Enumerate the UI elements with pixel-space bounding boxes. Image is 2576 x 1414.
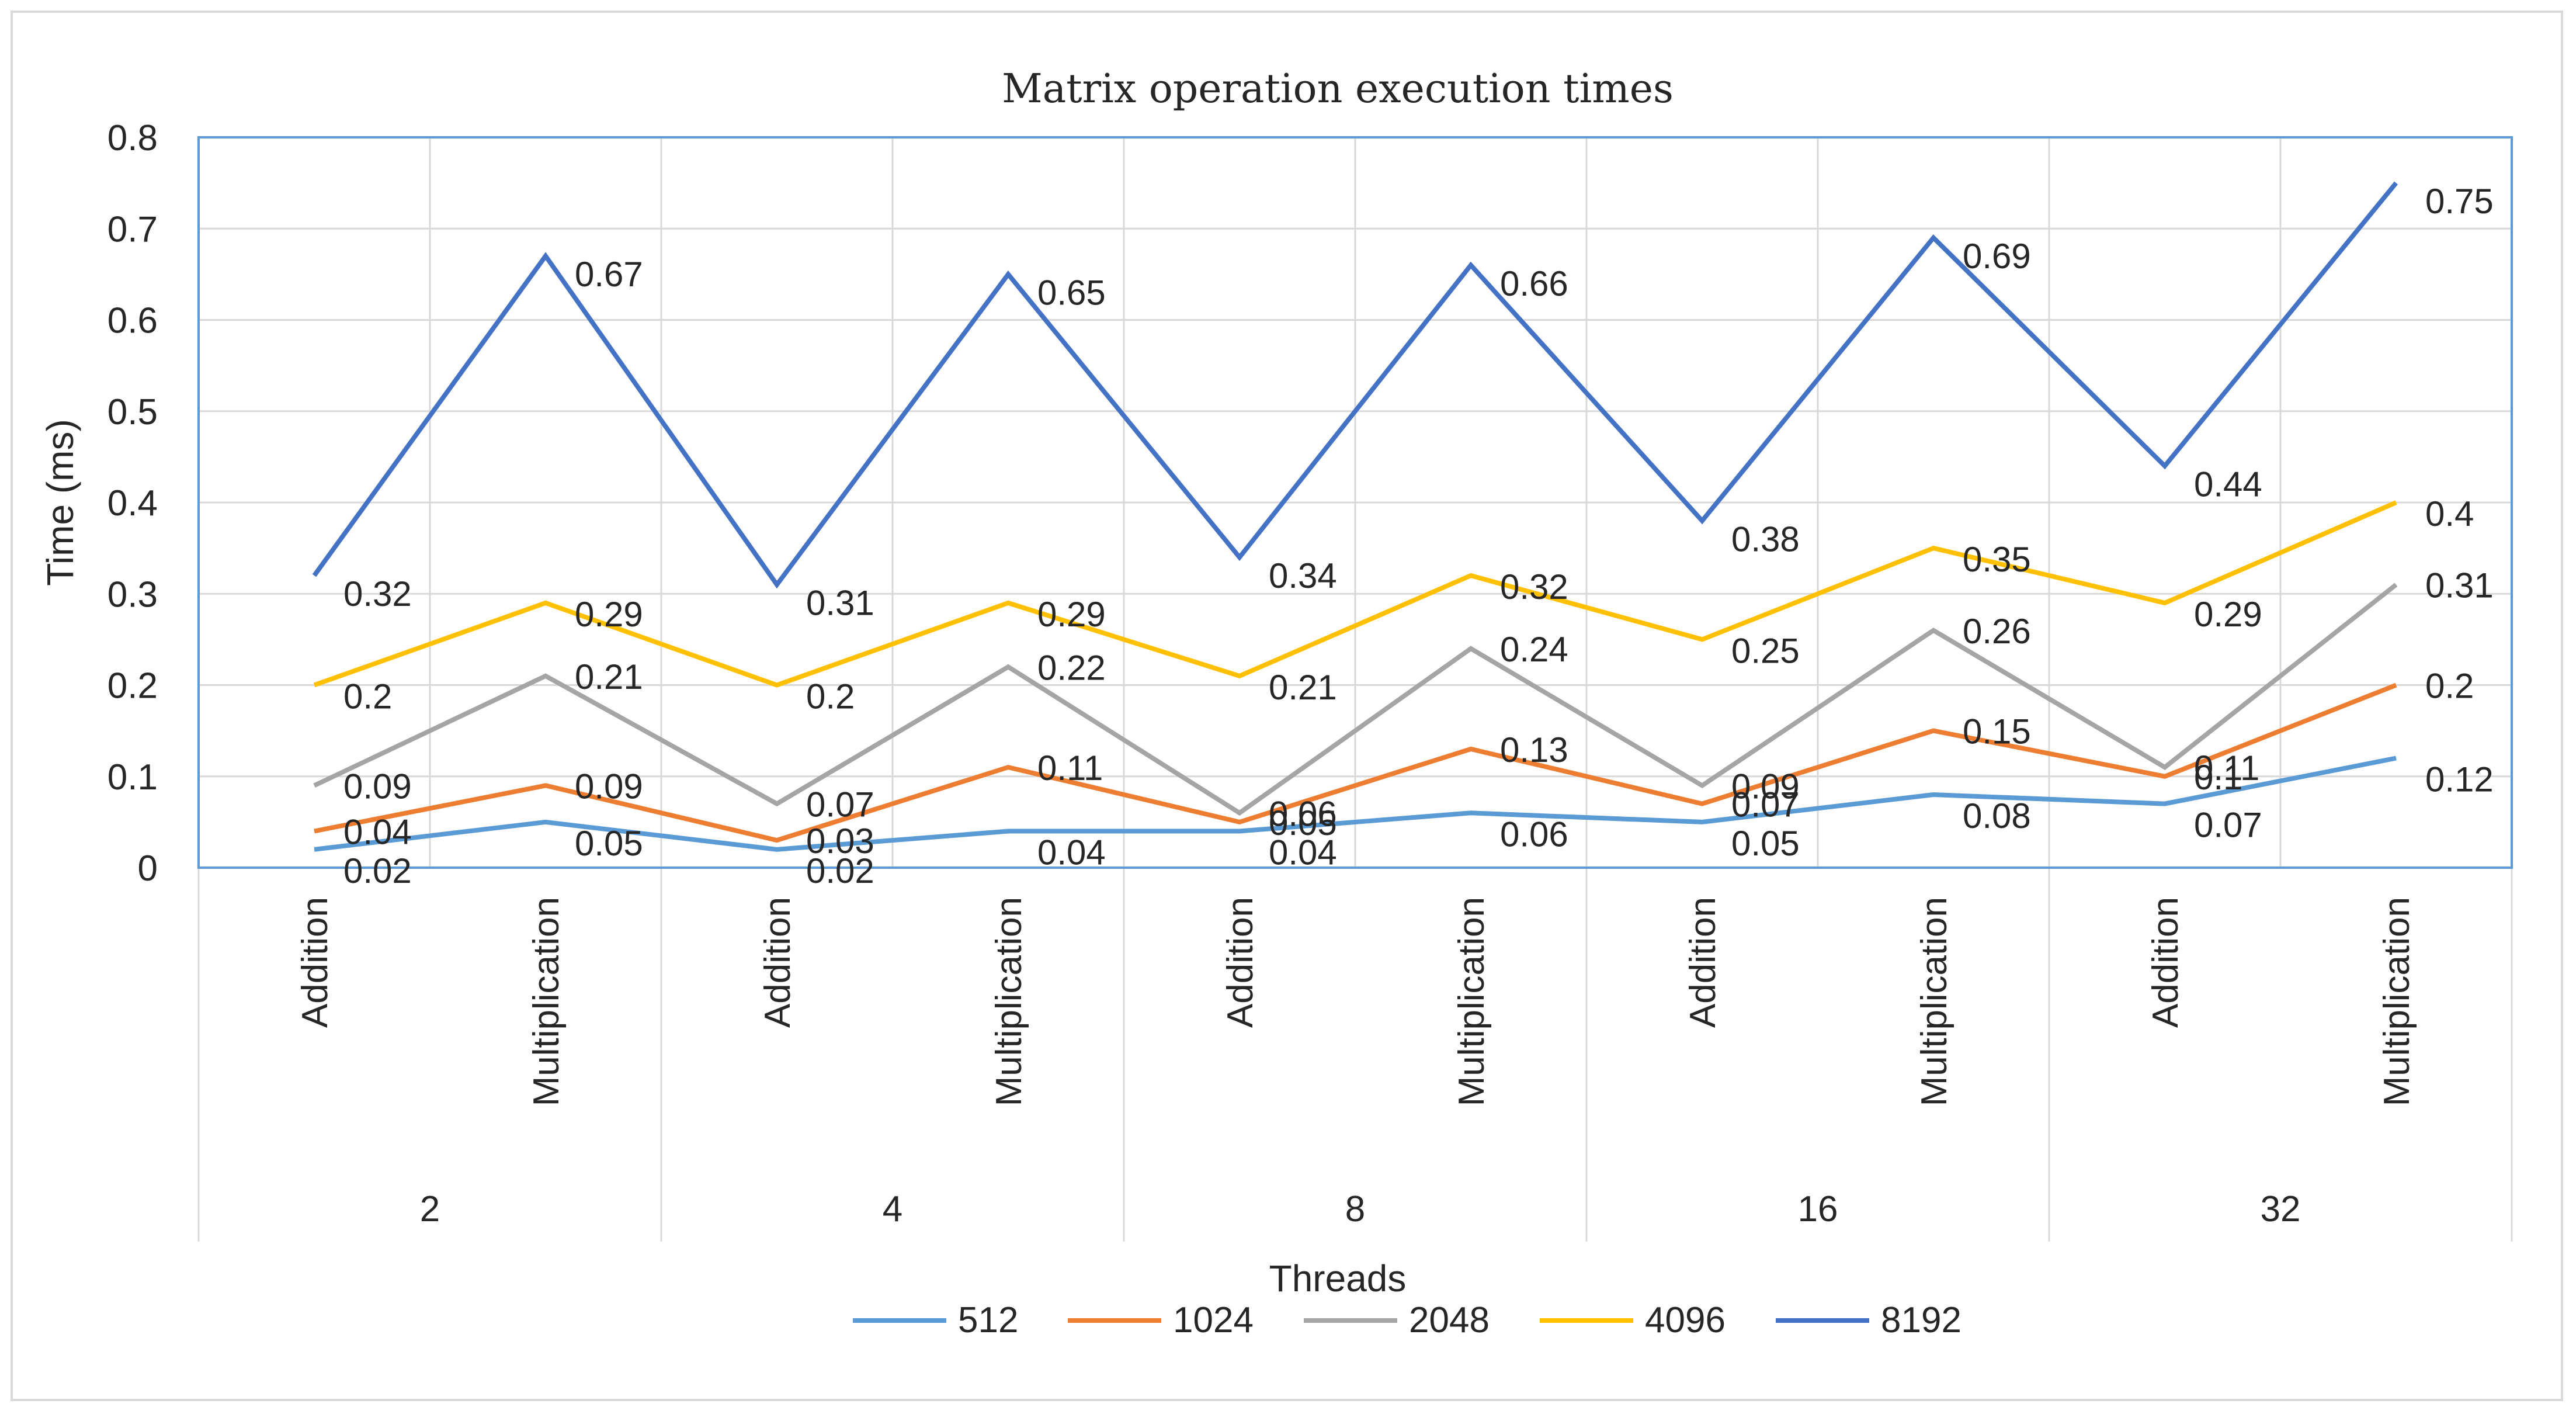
legend-label-4096: 4096 [1645, 1300, 1726, 1340]
data-label-1024: 0.05 [1269, 803, 1337, 843]
data-label-1024: 0.04 [343, 813, 412, 852]
data-label-8192: 0.66 [1500, 264, 1568, 303]
data-label-8192: 0.31 [806, 584, 874, 623]
chart-title: Matrix operation execution times [1002, 66, 1674, 112]
data-label-2048: 0.21 [575, 657, 643, 696]
plot-area [197, 136, 2513, 869]
chart-frame [11, 11, 2563, 1401]
legend-label-512: 512 [958, 1300, 1018, 1340]
data-label-8192: 0.32 [343, 574, 412, 614]
y-tick-label: 0.1 [107, 757, 158, 798]
data-label-1024: 0.03 [806, 822, 874, 861]
data-label-8192: 0.44 [2194, 465, 2262, 504]
x-group-label: 4 [883, 1189, 902, 1229]
x-group-label: 2 [420, 1189, 440, 1229]
data-labels: 0.020.050.02 0.04 0.04 0.06 0.050.08 0.070.12… [343, 182, 2494, 890]
y-tick-label: 0.8 [107, 118, 158, 158]
data-label-2048: 0.22 [1037, 648, 1106, 687]
series-line-8192 [312, 181, 2398, 589]
y-tick-label: 0.3 [107, 574, 158, 615]
legend-label-1024: 1024 [1173, 1300, 1254, 1340]
data-label-512: 0.05 [575, 824, 643, 863]
y-tick-label: 0.4 [107, 483, 158, 524]
x-group-label: 32 [2261, 1189, 2301, 1229]
series-line-1024 [314, 682, 2397, 843]
series-line-512 [314, 755, 2397, 852]
data-label-1024: 0.2 [2425, 667, 2474, 706]
data-label-4096: 0.29 [575, 595, 643, 634]
data-label-512: 0.05 [1731, 824, 1800, 863]
data-label-1024: 0.13 [1500, 730, 1568, 770]
data-label-4096: 0.2 [806, 677, 855, 716]
y-tick-label: 0.2 [107, 666, 158, 706]
data-label-4096: 0.35 [1963, 540, 2031, 579]
data-label-8192: 0.38 [1731, 519, 1800, 559]
data-label-1024: 0.1 [2194, 758, 2242, 797]
data-label-4096: 0.29 [2194, 595, 2262, 634]
y-tick-label: 0 [138, 848, 158, 889]
data-label-1024: 0.15 [1963, 712, 2031, 751]
data-label-8192: 0.69 [1963, 237, 2031, 276]
x-category-label: Addition [295, 897, 335, 1028]
data-label-2048: 0.07 [806, 785, 874, 824]
legend-label-2048: 2048 [1409, 1300, 1490, 1340]
x-group-label: 8 [1345, 1189, 1365, 1229]
series-line-4096 [313, 500, 2397, 688]
x-category-label: Multiplication [1914, 897, 1954, 1106]
y-tick-label: 0.7 [107, 209, 158, 249]
data-label-2048: 0.26 [1963, 612, 2031, 651]
data-label-2048: 0.11 [2194, 748, 2259, 788]
data-label-8192: 0.65 [1037, 273, 1106, 312]
x-category-label: Addition [1683, 897, 1723, 1028]
data-label-512: 0.08 [1963, 796, 2031, 836]
data-label-4096: 0.21 [1269, 668, 1337, 707]
data-label-512: 0.12 [2425, 760, 2494, 799]
y-axis-ticks: 0 0.1 0.2 0.3 0.4 0.5 0.6 0.7 0.8 [107, 118, 158, 889]
data-label-2048: 0.06 [1269, 794, 1337, 833]
data-label-1024: 0.11 [1037, 748, 1103, 788]
data-label-2048: 0.09 [1731, 767, 1800, 806]
data-label-4096: 0.29 [1037, 595, 1106, 634]
x-category-label: Multiplication [989, 897, 1029, 1106]
data-label-512: 0.04 [1037, 833, 1106, 872]
x-category-label: Multiplication [2377, 897, 2417, 1106]
data-label-512: 0.04 [1269, 833, 1337, 872]
data-label-2048: 0.24 [1500, 630, 1568, 669]
legend: 512 1024 2048 4096 8192 [853, 1300, 1961, 1340]
y-axis-title: Time (ms) [39, 419, 81, 586]
data-label-8192: 0.67 [575, 255, 643, 294]
series-lines [312, 181, 2398, 852]
x-category-label: Addition [758, 897, 798, 1028]
data-label-512: 0.07 [2194, 806, 2262, 845]
data-label-512: 0.02 [343, 851, 412, 890]
x-category-label: Addition [1220, 897, 1261, 1028]
data-label-1024: 0.07 [1731, 785, 1800, 824]
x-axis-categories: Addition Multiplication Addition Multiplica… [295, 897, 2417, 1106]
x-category-label: Multiplication [1452, 897, 1492, 1106]
data-label-4096: 0.4 [2425, 494, 2474, 533]
data-label-512: 0.02 [806, 851, 874, 890]
data-label-4096: 0.2 [343, 677, 392, 716]
data-label-1024: 0.09 [575, 767, 643, 806]
data-label-512: 0.06 [1500, 815, 1568, 854]
x-category-label: Multiplication [526, 897, 567, 1106]
y-tick-label: 0.6 [107, 301, 158, 341]
data-label-2048: 0.09 [343, 767, 412, 806]
data-label-2048: 0.31 [2425, 566, 2494, 605]
x-group-label: 16 [1798, 1189, 1838, 1229]
data-label-4096: 0.25 [1731, 631, 1800, 670]
data-label-8192: 0.34 [1269, 556, 1337, 595]
x-category-label: Addition [2145, 897, 2186, 1028]
data-label-4096: 0.32 [1500, 567, 1568, 607]
data-label-8192: 0.75 [2425, 182, 2494, 221]
x-axis-title: Threads [1269, 1257, 1407, 1299]
x-axis-groups: 2 4 8 16 32 [420, 1189, 2301, 1229]
series-line-2048 [313, 583, 2398, 816]
y-tick-label: 0.5 [107, 392, 158, 432]
legend-label-8192: 8192 [1881, 1300, 1961, 1340]
